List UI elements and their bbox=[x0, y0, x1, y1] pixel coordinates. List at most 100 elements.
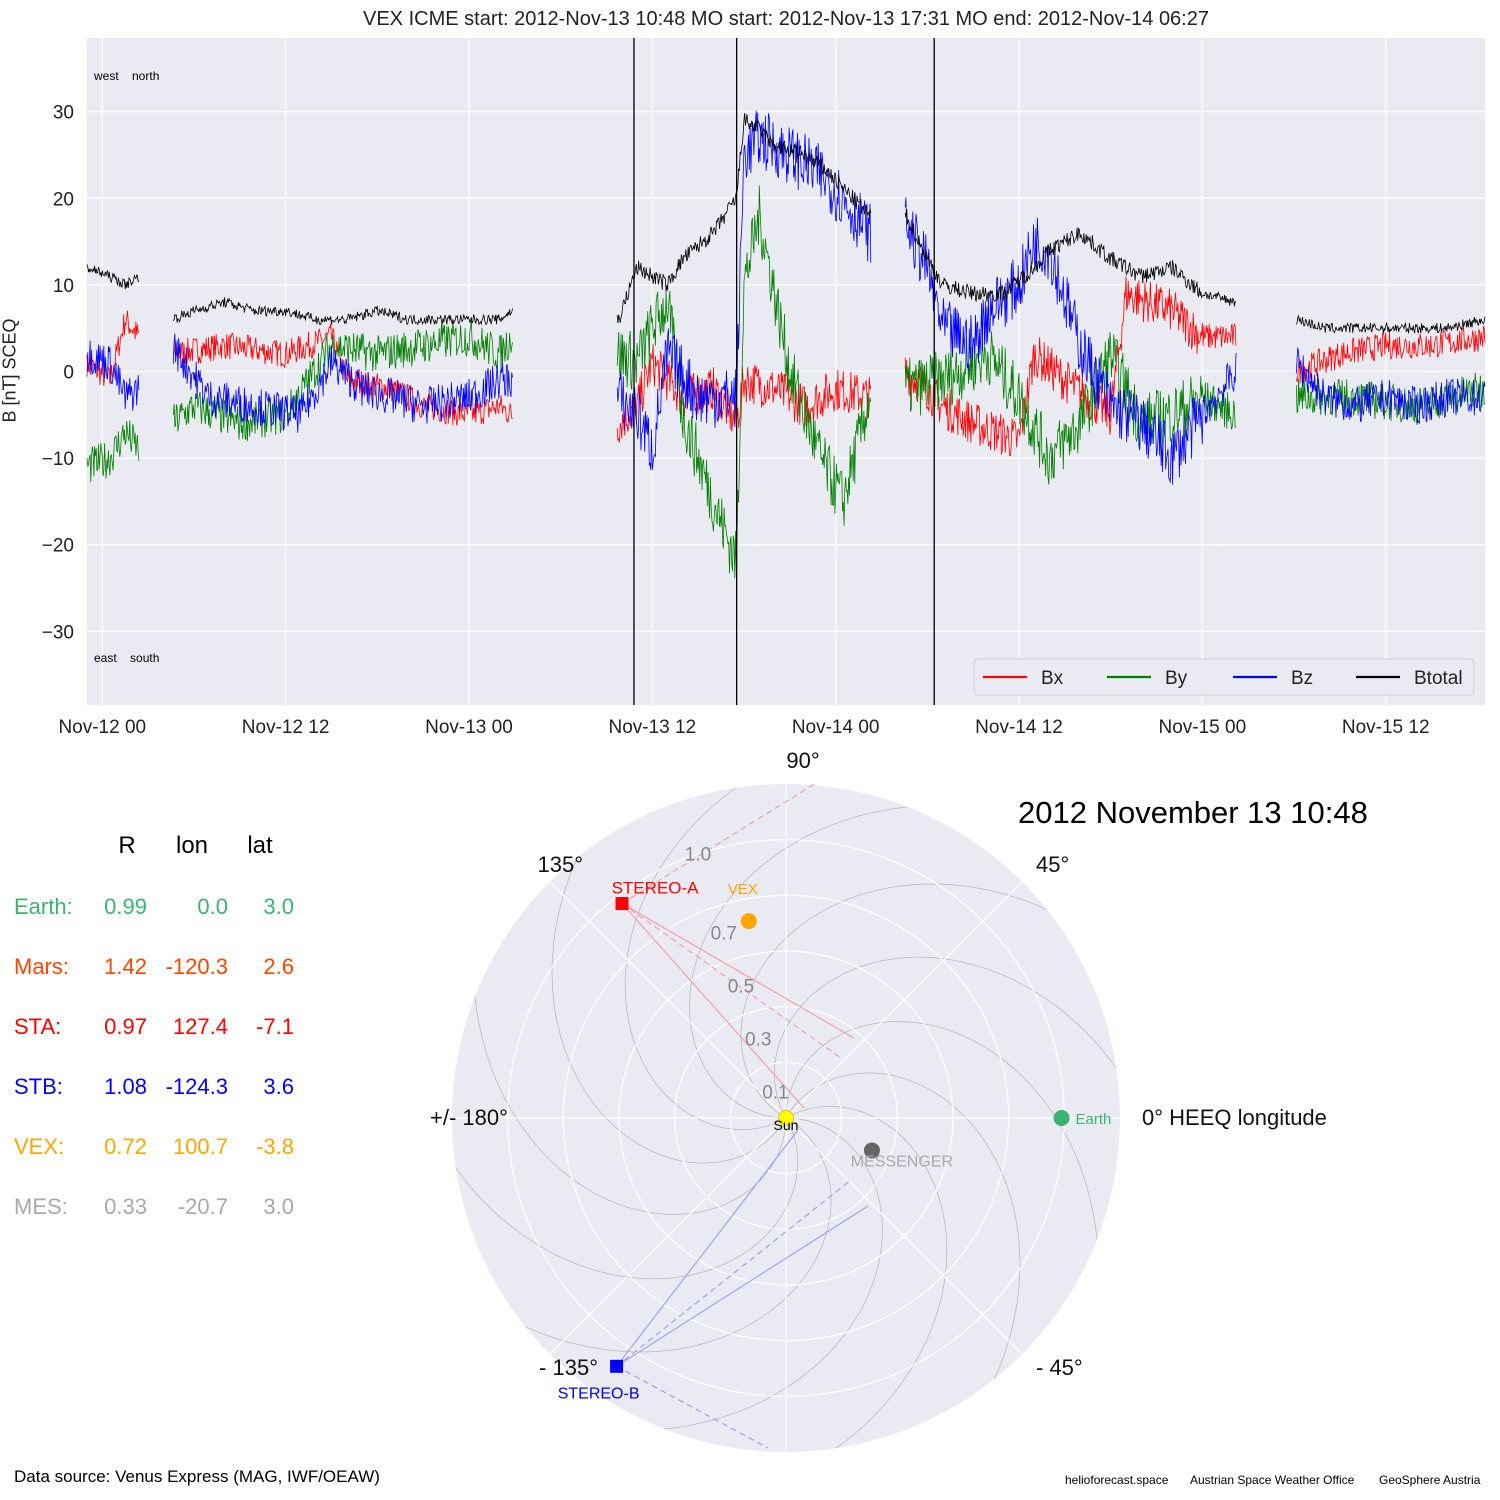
table-cell-lat: 3.6 bbox=[263, 1074, 294, 1099]
stereo-b-label: STEREO-B bbox=[558, 1385, 640, 1402]
sun-marker bbox=[778, 1110, 794, 1126]
tick-labels: 30 20 10 0 −10 −20 −30 Nov-12 00 Nov-12 12 Nov-13… bbox=[42, 103, 1430, 738]
legend: Bx By Bz Btotal bbox=[973, 658, 1475, 696]
table-cell-r: 0.97 bbox=[104, 1014, 147, 1039]
legend-label: By bbox=[1165, 668, 1188, 689]
table-cell-r: 0.72 bbox=[104, 1134, 147, 1159]
event-lines bbox=[633, 38, 935, 705]
sta-ray bbox=[621, 903, 805, 1109]
table-cell-lat: 3.0 bbox=[263, 894, 294, 919]
y-tick-label: 10 bbox=[53, 276, 74, 297]
spiral-line bbox=[774, 956, 1120, 1316]
angle-label: - 45° bbox=[1036, 1355, 1083, 1380]
chart-title: VEX ICME start: 2012-Nov-13 10:48 MO sta… bbox=[363, 8, 1209, 30]
angle-label: 0° HEEQ longitude bbox=[1142, 1105, 1327, 1130]
legend-box bbox=[973, 658, 1475, 696]
table-cell-lat: -3.8 bbox=[256, 1134, 294, 1159]
r-tick-label: 0.1 bbox=[762, 1083, 788, 1104]
angle-label: 45° bbox=[1036, 852, 1069, 877]
spiral-line bbox=[588, 1106, 948, 1452]
sta-ray-dashed bbox=[621, 903, 842, 1059]
spiral-line bbox=[624, 784, 984, 1130]
stereo-b-marker bbox=[610, 1359, 624, 1373]
table-cell-r: 0.99 bbox=[104, 894, 147, 919]
vex-marker bbox=[740, 913, 757, 930]
r-tick-label: 0.5 bbox=[728, 977, 754, 998]
y-tick-label: 30 bbox=[53, 103, 74, 124]
table-cell-lon: -124.3 bbox=[165, 1074, 228, 1099]
series-btotal bbox=[86, 113, 1486, 334]
table-cell-r: 1.08 bbox=[104, 1074, 147, 1099]
grid bbox=[87, 38, 1485, 705]
legend-label: Bz bbox=[1291, 668, 1313, 689]
table-cell-lon: 100.7 bbox=[172, 1134, 228, 1159]
y-tick-label: −30 bbox=[42, 622, 74, 643]
series-group bbox=[86, 110, 1486, 579]
corner-label-top: west north bbox=[93, 69, 159, 83]
table-cell-lon: 127.4 bbox=[172, 1014, 228, 1039]
data-source: Data source: Venus Express (MAG, IWF/OEA… bbox=[14, 1467, 380, 1486]
vex-label: VEX bbox=[728, 881, 758, 898]
sun-label: Sun bbox=[774, 1117, 799, 1133]
polar-grid bbox=[452, 784, 1120, 1452]
angular-gridline bbox=[549, 881, 787, 1119]
angular-gridline bbox=[785, 881, 1023, 1119]
legend-label: Bx bbox=[1041, 668, 1064, 689]
x-tick-label: Nov-15 00 bbox=[1159, 717, 1247, 738]
y-tick-label: −10 bbox=[42, 449, 74, 470]
spiral-line bbox=[452, 920, 798, 1280]
messenger-label: MESSENGER bbox=[851, 1153, 953, 1170]
stereo-a-label: STEREO-A bbox=[612, 879, 700, 898]
table-cell-lon: 0.0 bbox=[197, 894, 228, 919]
credit-geosphere: GeoSphere Austria bbox=[1379, 1473, 1481, 1487]
angle-label: - 135° bbox=[539, 1355, 598, 1380]
spacecraft-rays bbox=[616, 782, 869, 1449]
x-tick-label: Nov-12 12 bbox=[242, 717, 330, 738]
credit-asswo: Austrian Space Weather Office bbox=[1190, 1473, 1355, 1487]
timeseries-chart: 30 20 10 0 −10 −20 −30 Nov-12 00 Nov-12 12 Nov-13… bbox=[42, 38, 1486, 738]
r-tick-label: 1.0 bbox=[685, 844, 711, 865]
angle-label: 90° bbox=[786, 748, 819, 773]
table-row-name: STB: bbox=[14, 1074, 63, 1099]
stb-ray-dashed bbox=[616, 1365, 769, 1449]
x-tick-label: Nov-12 00 bbox=[58, 717, 146, 738]
table-row-name: STA: bbox=[14, 1014, 62, 1039]
legend-label: Btotal bbox=[1414, 668, 1463, 689]
table-cell-lat: -7.1 bbox=[256, 1014, 294, 1039]
table-cell-lon: -120.3 bbox=[165, 954, 228, 979]
angle-label: 135° bbox=[537, 852, 583, 877]
r-tick-label: 0.7 bbox=[711, 924, 737, 945]
angular-gridline bbox=[549, 1117, 787, 1355]
sta-ray bbox=[621, 903, 855, 1039]
earth-label: Earth bbox=[1076, 1111, 1112, 1128]
angle-labels: 0° HEEQ longitude 45° 90° 135° +/- 180° - 135… bbox=[430, 748, 1327, 1380]
sta-ray-dashed bbox=[621, 782, 817, 905]
x-tick-label: Nov-14 00 bbox=[792, 717, 880, 738]
table-row-name: Earth: bbox=[14, 894, 73, 919]
series-bz bbox=[86, 110, 1486, 485]
series-by bbox=[86, 185, 1486, 579]
radial-tick-labels: 0.1 0.3 0.5 0.7 1.0 bbox=[685, 844, 789, 1103]
angular-gridline bbox=[785, 1117, 1023, 1355]
table-header: lon bbox=[175, 832, 209, 859]
stereo-a-marker bbox=[615, 897, 629, 911]
corner-label-bottom: east south bbox=[94, 651, 159, 665]
messenger-marker bbox=[863, 1142, 880, 1159]
x-tick-label: Nov-15 12 bbox=[1342, 717, 1430, 738]
y-tick-label: −20 bbox=[42, 536, 74, 557]
table-header: lat bbox=[247, 832, 273, 859]
y-tick-label: 0 bbox=[63, 363, 74, 384]
table-cell-lat: 3.0 bbox=[263, 1194, 294, 1219]
table-cell-lon: -20.7 bbox=[177, 1194, 228, 1219]
table-row-name: VEX: bbox=[14, 1134, 65, 1159]
table-cell-r: 0.33 bbox=[104, 1194, 147, 1219]
table-row-name: Mars: bbox=[14, 954, 69, 979]
earth-marker bbox=[1053, 1110, 1070, 1126]
x-tick-label: Nov-14 12 bbox=[975, 717, 1063, 738]
polar-chart: 0.1 0.3 0.5 0.7 1.0 0° HEEQ longitude 45° 90° 1… bbox=[430, 748, 1327, 1452]
table-header: R bbox=[118, 832, 136, 859]
table-row-name: MES: bbox=[14, 1194, 68, 1219]
polar-date-title: 2012 November 13 10:48 bbox=[1018, 795, 1368, 830]
table-cell-r: 1.42 bbox=[104, 954, 147, 979]
bodies: Sun Earth VEX STEREO-A STEREO-B MESSENGER bbox=[558, 879, 1112, 1403]
